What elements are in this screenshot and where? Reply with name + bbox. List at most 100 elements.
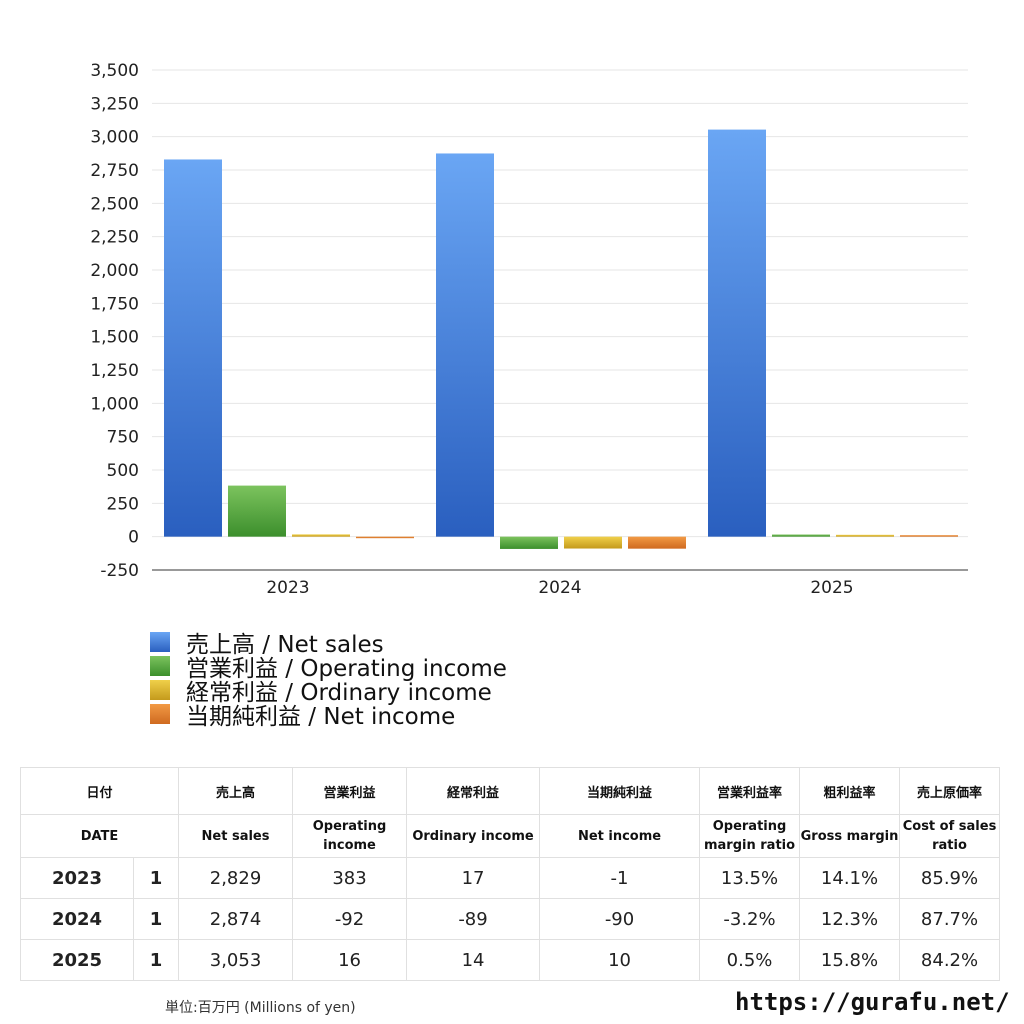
cell-ordinary-income: 14 bbox=[406, 939, 541, 981]
cell-year: 2024 bbox=[20, 898, 134, 940]
cell-net-sales: 3,053 bbox=[178, 939, 294, 981]
header-net-sales-en: Net sales bbox=[178, 814, 294, 858]
legend-label: 当期純利益 / Net income bbox=[186, 704, 456, 730]
y-tick-label: 2,500 bbox=[90, 194, 139, 214]
bar-chart: 3,500 3,250 3,000 2,750 2,500 2,250 2,000 1,750… bbox=[90, 61, 968, 598]
bar-ordinary-income bbox=[564, 536, 622, 549]
cell-operating-income: 383 bbox=[292, 857, 408, 899]
legend-swatch-operating-income bbox=[150, 656, 170, 676]
cell-operating-margin: 0.5% bbox=[699, 939, 801, 981]
header-date-jp: 日付 bbox=[19, 767, 180, 815]
y-tick-label: 3,500 bbox=[90, 61, 139, 81]
header-gross-margin-jp: 粗利益率 bbox=[799, 767, 901, 815]
cell-cost-ratio: 84.2% bbox=[899, 939, 1001, 981]
legend-label: 営業利益 / Operating income bbox=[186, 656, 507, 682]
cell-net-income: -1 bbox=[539, 857, 701, 899]
header-net-income-jp: 当期純利益 bbox=[539, 767, 701, 815]
cell-gross-margin: 15.8% bbox=[799, 939, 901, 981]
cell-ordinary-income: -89 bbox=[406, 898, 541, 940]
y-tick-label: 2,250 bbox=[90, 228, 139, 248]
bar-net-sales bbox=[436, 153, 494, 537]
x-tick-label: 2024 bbox=[538, 578, 581, 598]
cell-ordinary-income: 17 bbox=[406, 857, 541, 899]
bar-net-sales bbox=[164, 159, 222, 537]
table-row: 2023 1 2,829 383 17 -1 13.5% 14.1% 85.9% bbox=[20, 857, 1001, 899]
table-row: 2025 1 3,053 16 14 10 0.5% 15.8% 84.2% bbox=[20, 939, 1001, 981]
bar-net-income bbox=[900, 535, 958, 537]
legend-swatch-ordinary-income bbox=[150, 680, 170, 700]
header-cost-ratio-en: Cost of sales ratio bbox=[899, 814, 1001, 858]
legend-swatch-net-sales bbox=[150, 632, 170, 652]
header-ordinary-income-jp: 経常利益 bbox=[406, 767, 541, 815]
financial-table: 日付 売上高 営業利益 経常利益 当期純利益 営業利益率 粗利益率 売上原価率 … bbox=[19, 767, 1001, 981]
header-date-en: DATE bbox=[19, 814, 180, 858]
table-row: 2024 1 2,874 -92 -89 -90 -3.2% 12.3% 87.… bbox=[20, 898, 1001, 940]
gridlines bbox=[152, 69, 968, 571]
y-tick-label: 1,750 bbox=[90, 294, 139, 314]
x-axis-tick-labels: 2023 2024 2025 bbox=[266, 578, 853, 598]
y-tick-label: 3,250 bbox=[90, 94, 139, 114]
bar-operating-income bbox=[772, 534, 830, 537]
table-header-en: DATE Net sales Operating income Ordinary… bbox=[19, 814, 1001, 858]
legend-item-ordinary-income: 経常利益 / Ordinary income bbox=[150, 678, 507, 706]
bar-operating-income bbox=[228, 485, 286, 537]
cell-net-income: -90 bbox=[539, 898, 701, 940]
y-tick-label: 250 bbox=[107, 494, 139, 514]
header-ordinary-income-en: Ordinary income bbox=[406, 814, 541, 858]
cell-net-sales: 2,829 bbox=[178, 857, 294, 899]
bar-net-income bbox=[356, 536, 414, 539]
cell-year: 2023 bbox=[20, 857, 134, 899]
cell-year: 2025 bbox=[20, 939, 134, 981]
cell-operating-margin: -3.2% bbox=[699, 898, 801, 940]
y-tick-label: 0 bbox=[128, 528, 139, 548]
x-tick-label: 2025 bbox=[810, 578, 853, 598]
header-cost-ratio-jp: 売上原価率 bbox=[899, 767, 1001, 815]
legend-swatch-net-income bbox=[150, 704, 170, 724]
cell-operating-income: -92 bbox=[292, 898, 408, 940]
bar-net-sales bbox=[708, 129, 766, 537]
y-tick-label: 750 bbox=[107, 428, 139, 448]
bar-ordinary-income bbox=[836, 534, 894, 537]
y-tick-label: 1,250 bbox=[90, 361, 139, 381]
header-operating-income-jp: 営業利益 bbox=[292, 767, 408, 815]
unit-label: 単位:百万円 (Millions of yen) bbox=[165, 1000, 356, 1016]
cell-net-sales: 2,874 bbox=[178, 898, 294, 940]
header-net-sales-jp: 売上高 bbox=[178, 767, 294, 815]
header-operating-margin-jp: 営業利益率 bbox=[699, 767, 801, 815]
y-tick-label: 500 bbox=[107, 461, 139, 481]
y-tick-label: 1,500 bbox=[90, 328, 139, 348]
y-tick-label: 2,750 bbox=[90, 161, 139, 181]
cell-quarter: 1 bbox=[132, 857, 180, 899]
cell-quarter: 1 bbox=[132, 939, 180, 981]
y-tick-label: 3,000 bbox=[90, 128, 139, 148]
bars bbox=[164, 129, 958, 549]
y-axis-tick-labels: 3,500 3,250 3,000 2,750 2,500 2,250 2,000 1,750… bbox=[90, 61, 139, 581]
cell-cost-ratio: 87.7% bbox=[899, 898, 1001, 940]
header-gross-margin-en: Gross margin bbox=[799, 814, 901, 858]
site-url: https://gurafu.net/ bbox=[735, 988, 1010, 1016]
bar-operating-income bbox=[500, 536, 558, 549]
cell-gross-margin: 14.1% bbox=[799, 857, 901, 899]
cell-operating-income: 16 bbox=[292, 939, 408, 981]
legend-item-net-income: 当期純利益 / Net income bbox=[150, 702, 507, 730]
legend-item-net-sales: 売上高 / Net sales bbox=[150, 630, 507, 658]
bar-ordinary-income bbox=[292, 534, 350, 537]
cell-gross-margin: 12.3% bbox=[799, 898, 901, 940]
y-tick-label: 1,000 bbox=[90, 394, 139, 414]
cell-net-income: 10 bbox=[539, 939, 701, 981]
header-net-income-en: Net income bbox=[539, 814, 701, 858]
y-tick-label: -250 bbox=[100, 561, 139, 581]
y-tick-label: 2,000 bbox=[90, 261, 139, 281]
bar-net-income bbox=[628, 536, 686, 549]
header-operating-margin-en: Operating margin ratio bbox=[699, 814, 801, 858]
x-tick-label: 2023 bbox=[266, 578, 309, 598]
cell-cost-ratio: 85.9% bbox=[899, 857, 1001, 899]
legend-label: 売上高 / Net sales bbox=[186, 632, 384, 658]
legend-label: 経常利益 / Ordinary income bbox=[186, 680, 492, 706]
header-operating-income-en: Operating income bbox=[292, 814, 408, 858]
cell-operating-margin: 13.5% bbox=[699, 857, 801, 899]
cell-quarter: 1 bbox=[132, 898, 180, 940]
legend-item-operating-income: 営業利益 / Operating income bbox=[150, 654, 507, 682]
legend: 売上高 / Net sales 営業利益 / Operating income … bbox=[150, 630, 507, 730]
table-header-jp: 日付 売上高 営業利益 経常利益 当期純利益 営業利益率 粗利益率 売上原価率 bbox=[19, 767, 1001, 815]
